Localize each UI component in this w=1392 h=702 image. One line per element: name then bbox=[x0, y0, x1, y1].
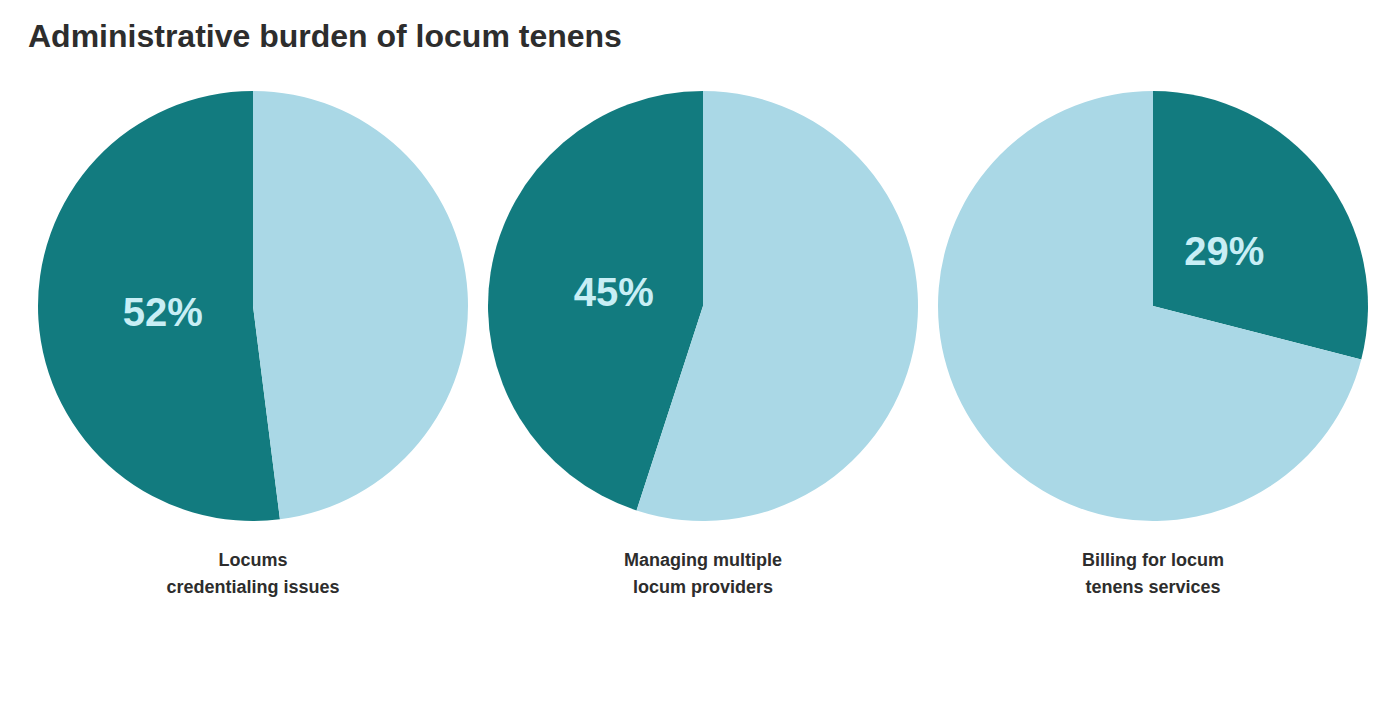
html-text:Billing for locum tenens servi: Billing for locum tenens services bbox=[1082, 550, 1224, 597]
svg-text:52%: 52% bbox=[123, 290, 203, 334]
svg-text:45%: 45% bbox=[574, 270, 654, 314]
html-text:Administrative burden of locum: Administrative burden of locum tenens bbox=[28, 18, 622, 54]
svg-text:29%: 29% bbox=[1184, 229, 1264, 273]
html-text:Managing multiple locum provid: Managing multiple locum providers bbox=[624, 550, 782, 597]
html-text:Locums credentialing issues: Locums credentialing issues bbox=[166, 550, 340, 597]
